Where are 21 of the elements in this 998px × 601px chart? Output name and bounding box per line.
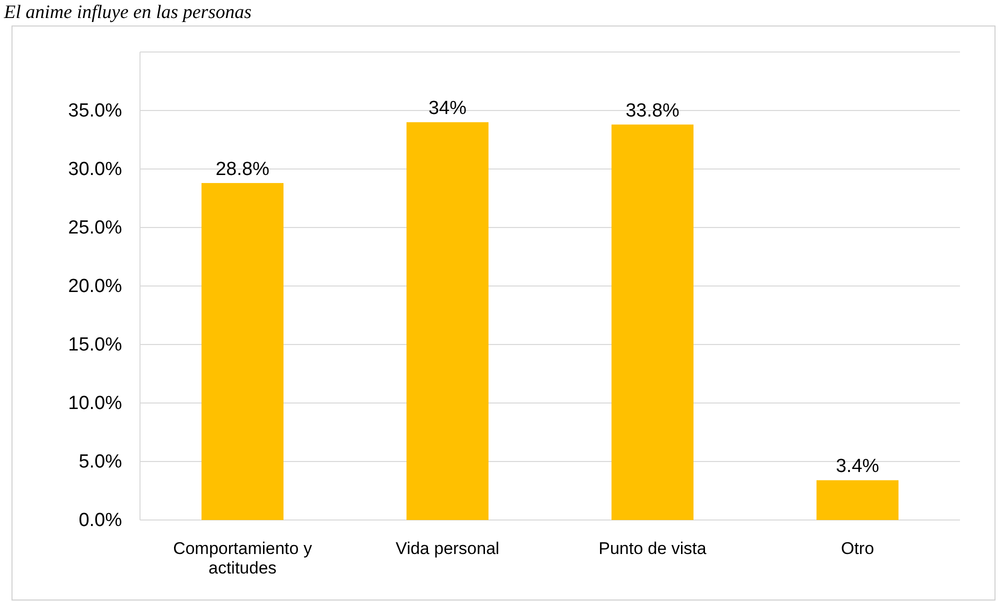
bar [202,183,284,520]
x-tick-label: Punto de vista [598,539,707,558]
x-tick-label: Otro [840,539,874,558]
chart-title: El anime influye en las personas [3,2,252,23]
y-tick-label: 10.0% [68,393,122,414]
data-label: 28.8% [216,159,270,180]
y-tick-label: 20.0% [68,276,122,298]
y-tick-label: 5.0% [78,452,122,473]
y-tick-label: 35.0% [68,100,122,122]
bar [816,480,898,520]
bar [406,122,488,520]
data-label: 34% [428,98,467,120]
bar [612,124,694,520]
data-label: 3.4% [836,456,880,478]
x-tick-label: Vida personal [396,539,500,558]
data-label: 33.8% [626,100,680,122]
y-tick-label: 25.0% [68,218,122,239]
x-tick-label: Comportamiento y actitudes [173,539,312,578]
y-tick-label: 15.0% [68,334,122,356]
y-tick-label: 30.0% [68,159,122,180]
y-tick-label: 0.0% [78,510,122,532]
